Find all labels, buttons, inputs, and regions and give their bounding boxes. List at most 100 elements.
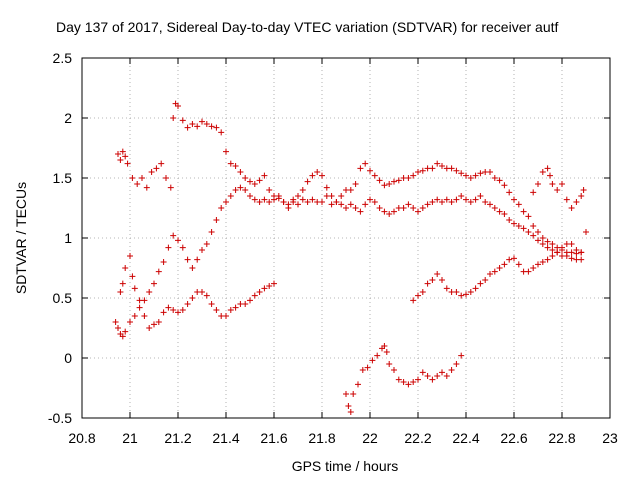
data-point — [232, 187, 239, 193]
data-point — [175, 237, 181, 244]
data-point — [184, 124, 191, 131]
data-point — [501, 261, 508, 268]
data-point — [578, 249, 585, 256]
data-point — [386, 211, 393, 217]
data-point — [155, 268, 162, 275]
data-point — [115, 151, 121, 157]
data-point — [323, 193, 330, 199]
data-point — [122, 153, 129, 160]
data-point — [364, 364, 371, 371]
data-point — [304, 199, 311, 205]
data-point — [323, 184, 330, 191]
data-point — [580, 187, 587, 193]
data-point — [223, 199, 229, 205]
data-point — [391, 178, 397, 185]
data-point — [458, 170, 465, 177]
data-point — [530, 223, 537, 229]
data-point — [415, 169, 421, 175]
data-point — [227, 193, 234, 199]
data-point — [568, 249, 575, 256]
series-track-c — [112, 253, 277, 331]
data-point — [410, 379, 417, 385]
data-point — [285, 205, 292, 211]
data-point — [155, 319, 162, 325]
data-point — [359, 367, 366, 373]
data-point — [448, 165, 455, 172]
data-point — [520, 225, 527, 232]
data-point — [491, 268, 498, 275]
data-point — [539, 235, 546, 241]
data-point — [271, 280, 277, 287]
data-points — [112, 100, 589, 415]
data-point — [424, 373, 431, 379]
data-point — [367, 167, 373, 174]
data-point — [453, 167, 460, 174]
data-point — [559, 244, 565, 251]
data-point — [458, 193, 465, 199]
data-point — [568, 241, 575, 247]
data-point — [467, 175, 474, 181]
data-point — [511, 220, 517, 227]
data-point — [386, 361, 393, 367]
data-point — [549, 181, 556, 187]
data-point — [496, 208, 503, 215]
data-point — [429, 277, 436, 283]
data-point — [549, 253, 556, 259]
data-point — [400, 379, 407, 385]
data-point — [371, 199, 378, 205]
x-tick-label: 21.8 — [308, 430, 335, 446]
data-point — [112, 319, 119, 325]
x-tick-label: 22.2 — [404, 430, 431, 446]
data-point — [151, 321, 157, 328]
data-point — [134, 181, 141, 187]
data-point — [429, 199, 436, 205]
data-point — [506, 217, 513, 223]
data-point — [472, 196, 479, 203]
data-point — [218, 205, 225, 211]
data-point — [251, 181, 258, 187]
data-point — [448, 199, 455, 205]
data-point — [415, 376, 421, 383]
data-point — [175, 103, 181, 109]
data-point — [549, 241, 556, 247]
data-point — [146, 325, 153, 331]
data-point — [309, 196, 316, 203]
data-point — [179, 117, 186, 124]
data-point — [355, 381, 361, 388]
data-point — [477, 280, 484, 287]
data-point — [415, 292, 421, 299]
data-point — [237, 184, 244, 191]
data-point — [568, 205, 575, 211]
data-point — [213, 307, 220, 313]
data-point — [160, 309, 167, 316]
data-point — [167, 184, 174, 191]
data-point — [338, 193, 345, 199]
data-point — [223, 313, 229, 319]
data-point — [472, 172, 479, 179]
data-point — [487, 271, 493, 277]
data-point — [573, 247, 580, 253]
data-point — [148, 169, 155, 175]
data-point — [352, 205, 359, 211]
x-tick-label: 21.2 — [164, 430, 191, 446]
data-point — [539, 169, 546, 175]
data-point — [467, 289, 474, 295]
data-point — [544, 165, 551, 172]
data-point — [559, 181, 565, 187]
data-point — [247, 178, 253, 185]
data-point — [319, 199, 325, 205]
data-point — [554, 249, 561, 256]
data-point — [511, 255, 517, 262]
data-point — [199, 289, 205, 295]
data-point — [419, 167, 426, 174]
data-point — [208, 301, 215, 307]
y-axis-label: SDTVAR / TECUs — [13, 182, 29, 294]
data-point — [158, 160, 165, 167]
data-point — [170, 115, 177, 121]
data-point — [189, 121, 196, 127]
data-point — [328, 201, 335, 208]
data-point — [544, 238, 551, 245]
data-point — [184, 256, 191, 263]
data-point — [525, 268, 532, 275]
data-point — [319, 172, 325, 179]
